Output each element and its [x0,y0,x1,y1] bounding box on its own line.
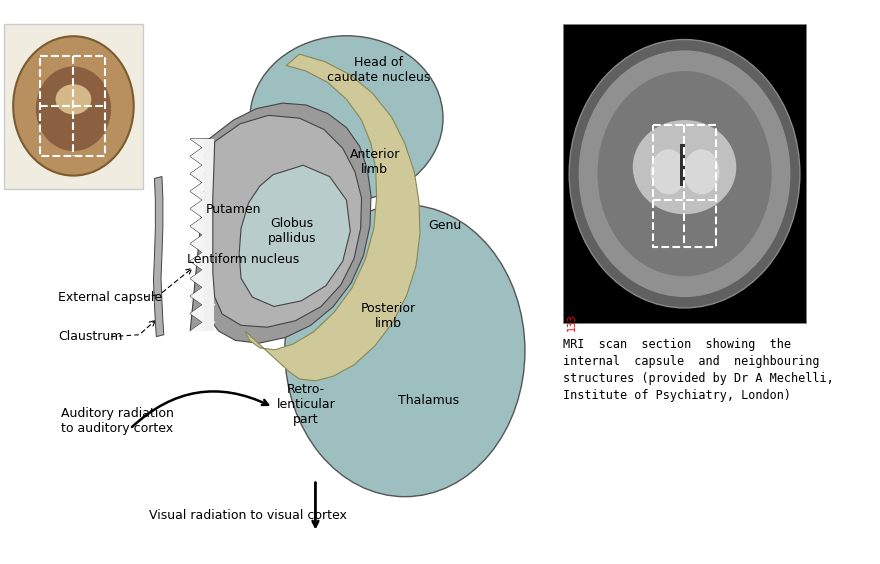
Text: Posterior
limb: Posterior limb [361,302,415,330]
Ellipse shape [55,84,92,114]
Text: Putamen: Putamen [206,203,261,216]
Ellipse shape [36,67,111,151]
Polygon shape [153,177,164,337]
Text: Lentiform nucleus: Lentiform nucleus [187,253,299,266]
Text: Visual radiation to visual cortex: Visual radiation to visual cortex [149,509,347,522]
Polygon shape [204,139,214,331]
Ellipse shape [598,71,772,276]
Text: MRI  scan  section  showing  the
internal  capsule  and  neighbouring
structures: MRI scan section showing the internal ca… [563,338,834,403]
Text: Genu: Genu [429,219,462,232]
Text: Anterior
limb: Anterior limb [349,148,400,177]
Polygon shape [239,165,350,306]
Ellipse shape [650,149,686,195]
Polygon shape [245,54,420,381]
Bar [563,24,806,323]
Ellipse shape [250,36,443,201]
Ellipse shape [569,39,800,308]
Ellipse shape [579,50,790,297]
Bar [680,144,686,186]
Text: Auditory radiation
to auditory cortex: Auditory radiation to auditory cortex [62,407,174,435]
Text: 133: 133 [567,313,576,331]
Text: Retro-
lenticular
part: Retro- lenticular part [276,383,335,426]
Text: Claustrum: Claustrum [58,330,122,343]
Bar [4,24,143,189]
Ellipse shape [633,120,737,214]
Ellipse shape [13,36,134,175]
Polygon shape [213,116,362,327]
Ellipse shape [684,149,719,195]
Ellipse shape [285,205,525,497]
Text: External capsule: External capsule [58,290,163,303]
Text: Globus
pallidus: Globus pallidus [268,217,316,245]
Polygon shape [190,139,216,331]
Text: Thalamus: Thalamus [398,394,459,407]
Text: Head of
caudate nucleus: Head of caudate nucleus [326,56,430,84]
Polygon shape [190,103,371,343]
